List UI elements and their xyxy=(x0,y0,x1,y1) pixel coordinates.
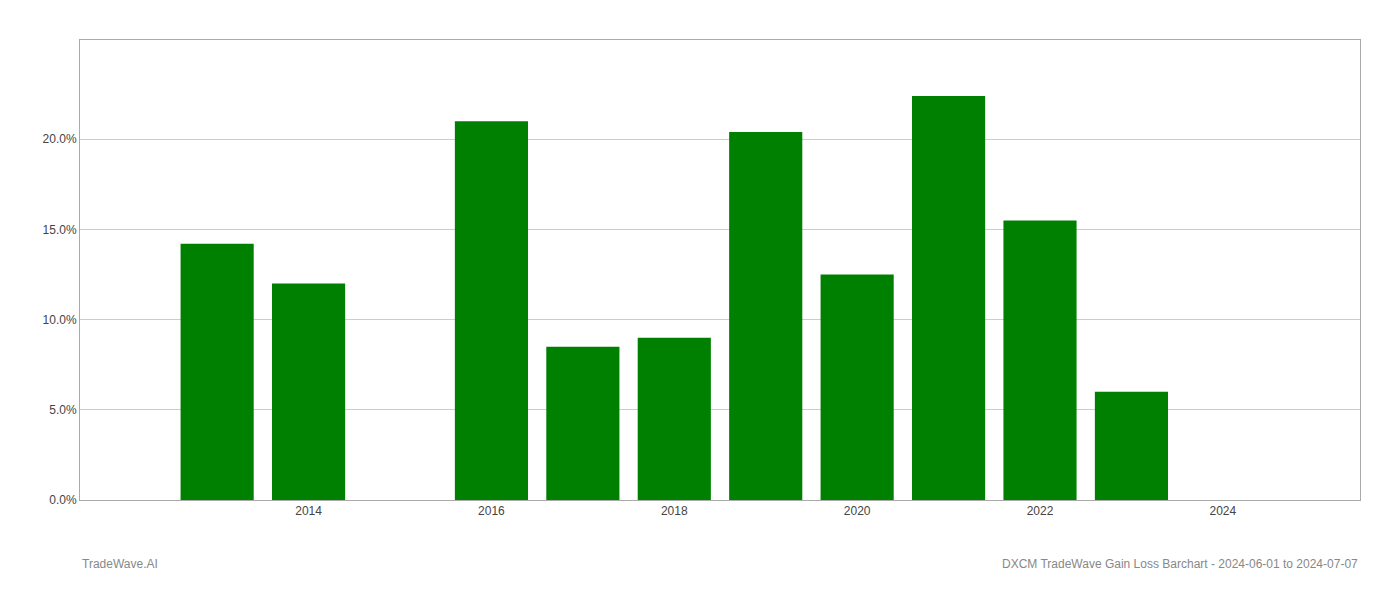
svg-text:TradeWave.AI: TradeWave.AI xyxy=(82,557,158,571)
svg-text:2018: 2018 xyxy=(661,504,688,518)
svg-text:5.0%: 5.0% xyxy=(49,403,77,417)
svg-text:2020: 2020 xyxy=(844,504,871,518)
svg-text:2022: 2022 xyxy=(1027,504,1054,518)
svg-text:2014: 2014 xyxy=(295,504,322,518)
svg-text:20.0%: 20.0% xyxy=(43,132,77,146)
svg-text:15.0%: 15.0% xyxy=(43,223,77,237)
svg-text:0.0%: 0.0% xyxy=(49,493,77,507)
svg-text:DXCM TradeWave Gain Loss Barch: DXCM TradeWave Gain Loss Barchart - 2024… xyxy=(1002,557,1358,571)
svg-text:10.0%: 10.0% xyxy=(43,313,77,327)
svg-text:2024: 2024 xyxy=(1210,504,1237,518)
svg-text:2016: 2016 xyxy=(478,504,505,518)
